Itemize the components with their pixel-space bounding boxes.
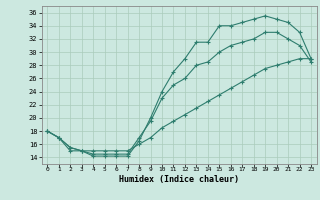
X-axis label: Humidex (Indice chaleur): Humidex (Indice chaleur) <box>119 175 239 184</box>
